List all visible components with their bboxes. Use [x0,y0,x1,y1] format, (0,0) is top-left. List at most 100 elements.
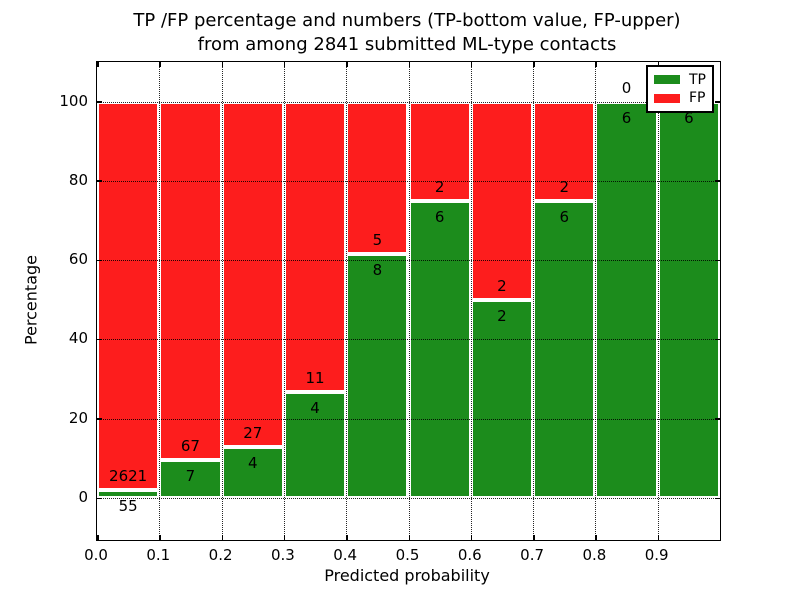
tick-mark [97,101,102,103]
chart-title-line2: from among 2841 submitted ML-type contac… [197,34,617,55]
legend-label-tp: TP [689,71,706,88]
fp-color-swatch-icon [654,93,680,103]
tick-mark [97,259,102,262]
tick-mark [595,535,597,540]
fp-bar [470,101,534,300]
grid-line-v [408,62,410,540]
tp-value-label: 6 [621,108,632,127]
fp-value-label: 2 [434,177,445,196]
tp-bar [221,446,284,498]
grid-line-v [346,62,348,540]
grid-line-v [283,62,285,540]
tick-mark [715,180,720,182]
legend-label-fp: FP [689,90,706,107]
legend-item-fp: FP [654,90,706,106]
fp-value-label: 27 [243,423,263,442]
tick-mark [283,535,286,540]
tp-value-label: 6 [434,207,445,226]
fp-bar [283,101,347,393]
chart-title: TP /FP percentage and numbers (TP-bottom… [133,9,680,57]
tick-mark [159,535,161,540]
tp-bar [595,101,658,498]
tp-value-label: 2 [497,306,507,325]
x-tick-label: 0.2 [208,546,233,564]
tick-mark [346,535,348,540]
x-tick-label: 0.9 [644,546,669,564]
fp-bar [159,101,222,461]
tp-bar [533,200,596,498]
tp-value-label: 6 [559,207,570,226]
grid-line-v [533,62,535,540]
fp-bar [408,101,471,201]
tick-mark [97,338,102,341]
tick-mark [97,535,99,540]
tick-mark [97,62,99,67]
fp-value-label: 5 [372,231,383,249]
grid-line-v [221,62,223,540]
tick-mark [283,62,286,67]
grid-line-h [97,339,720,341]
grid-line-v [159,62,161,540]
tick-mark [221,62,224,67]
tick-mark [715,418,720,420]
grid-line-v [470,62,472,540]
y-tick-label: 80 [68,170,88,189]
plot-area: 262155677274114582622260606 [96,61,721,541]
tp-bar [283,392,347,498]
fp-bar [221,101,284,447]
fp-bar [97,101,160,490]
grid-line-h [97,101,720,103]
x-tick-label: 0.5 [395,546,420,564]
tp-bar [346,254,409,498]
tick-mark [715,259,720,262]
tick-mark [159,62,161,67]
fp-bar [346,101,409,254]
fp-value-label: 67 [180,437,200,456]
tick-mark [715,101,720,103]
tick-mark [657,535,660,540]
tp-bar [408,200,471,498]
x-tick-label: 0.7 [520,546,545,564]
fp-value-label: 0 [621,78,632,97]
fp-value-label: 2 [559,177,570,196]
y-tick-label: 100 [59,91,88,110]
x-tick-label: 0.1 [146,546,171,564]
fp-value-label: 11 [305,369,325,388]
tick-mark [657,62,660,67]
tp-bar [159,460,222,498]
tp-bar [470,299,534,498]
x-tick-label: 0.3 [270,546,295,564]
grid-line-h [97,180,720,182]
tick-mark [97,497,102,499]
x-tick-label: 0.6 [457,546,482,564]
legend-item-tp: TP [654,72,706,88]
x-tick-label: 0.8 [582,546,607,564]
chart-title-line1: TP /FP percentage and numbers (TP-bottom… [133,10,681,31]
tick-mark [715,497,720,499]
tick-mark [97,180,102,182]
tick-mark [470,62,473,67]
y-tick-label: 20 [68,408,88,427]
tp-value-label: 8 [372,261,383,279]
tick-mark [221,535,224,540]
tick-mark [715,338,720,341]
y-tick-label: 0 [78,488,88,506]
tick-mark [470,535,473,540]
x-axis-label: Predicted probability [324,566,490,585]
tp-value-label: 4 [247,453,258,472]
tp-value-label: 7 [185,467,196,486]
x-tick-label: 0.0 [84,546,108,564]
tp-value-label: 4 [310,399,320,418]
fp-value-label: 2621 [109,466,148,485]
fp-bar [533,101,596,201]
tp-bar [97,489,160,498]
y-tick-label: 40 [68,329,88,348]
tick-mark [533,535,535,540]
tick-mark [97,418,102,420]
grid-line-v [657,62,659,540]
grid-line-h [97,498,720,499]
tp-color-swatch-icon [654,75,680,85]
y-tick-label: 60 [68,250,88,269]
grid-line-h [97,418,720,420]
